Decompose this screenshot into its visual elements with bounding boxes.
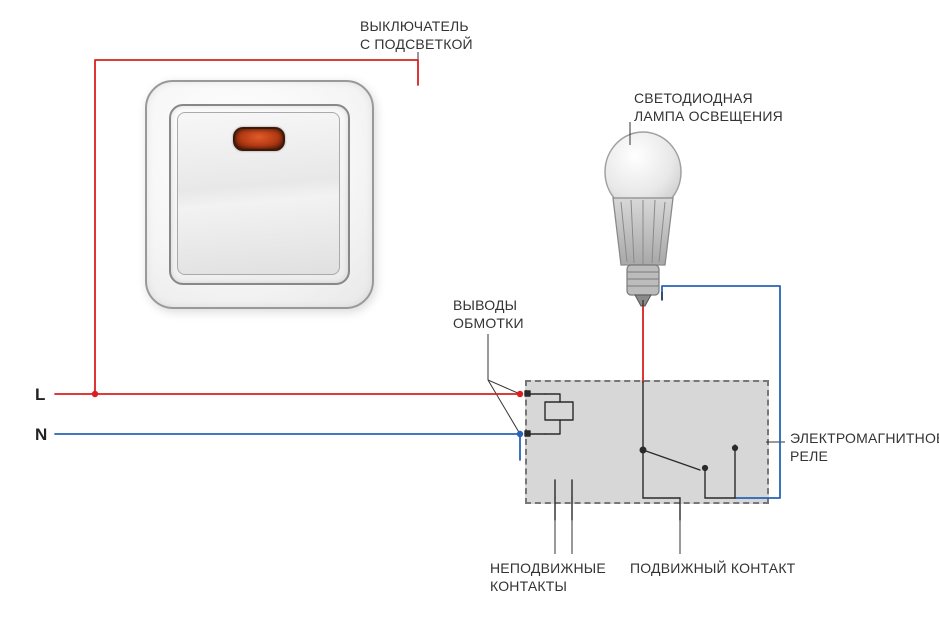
switch-rocker [177,112,340,275]
node-a2 [517,431,523,437]
switch-title-label: ВЫКЛЮЧАТЕЛЬ С ПОДСВЕТКОЙ [360,18,473,53]
terminal-n-label: N [35,425,47,445]
terminal-l-label: L [35,385,45,405]
node-a1 [517,391,523,397]
led-bulb-icon [599,130,687,320]
wall-switch [145,80,374,309]
fixed-contacts-label: НЕПОДВИЖНЫЕ КОНТАКТЫ [490,560,606,595]
coil-terminals-label: ВЫВОДЫ ОБМОТКИ [453,297,524,332]
node-live-junction [92,391,98,397]
relay-title-label: ЭЛЕКТРОМАГНИТНОЕ РЕЛЕ [790,430,939,465]
moving-contact-label: ПОДВИЖНЫЙ КОНТАКТ [630,560,795,578]
relay-enclosure [525,380,769,504]
wire-neutral [55,434,520,460]
switch-indicator-lamp-icon [233,127,285,151]
lamp-title-label: СВЕТОДИОДНАЯ ЛАМПА ОСВЕЩЕНИЯ [634,90,783,125]
switch-frame [169,104,350,285]
